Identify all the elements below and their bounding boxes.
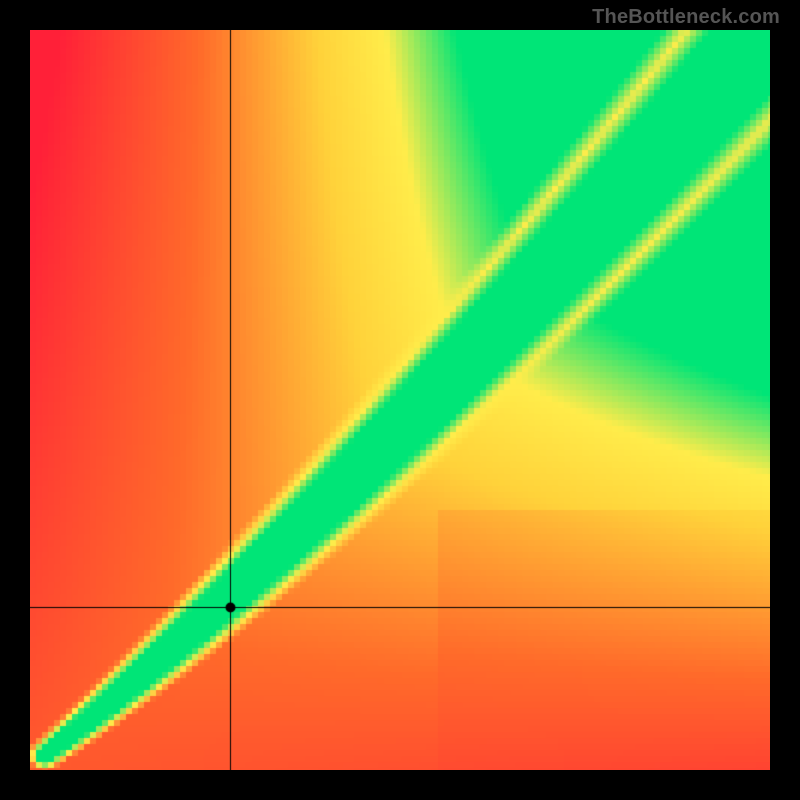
- chart-frame: TheBottleneck.com: [0, 0, 800, 800]
- heatmap-canvas: [30, 30, 770, 770]
- source-watermark: TheBottleneck.com: [592, 6, 780, 29]
- heatmap-plot-area: [30, 30, 770, 770]
